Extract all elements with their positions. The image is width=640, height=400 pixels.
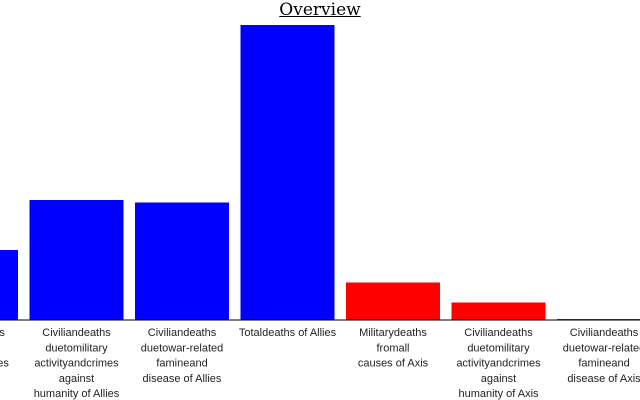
bar-allies-0: [0, 250, 18, 320]
chart-title: Overview: [279, 0, 361, 20]
x-tick-label-1: Civiliandeaths duetomilitary activityandcr…: [34, 327, 120, 400]
x-tick-label-3: Totaldeaths of Allies: [239, 327, 337, 339]
x-tick-label-4: Militarydeaths fromall causes of Axis: [358, 327, 429, 370]
bar-allies-2: [135, 202, 229, 320]
bar-axis-5: [451, 302, 546, 320]
x-tick-label-5: Civiliandeaths duetomilitary activityandcr…: [456, 327, 541, 400]
bar-allies-1: [29, 200, 124, 320]
x-tick-label-6: Civiliandeaths duetowar-related famineand d…: [563, 327, 640, 385]
x-tick-label-2: Civiliandeaths duetowar-related famineand d…: [141, 327, 224, 385]
bar-axis-4: [346, 282, 440, 320]
bar-allies-3: [240, 25, 335, 320]
